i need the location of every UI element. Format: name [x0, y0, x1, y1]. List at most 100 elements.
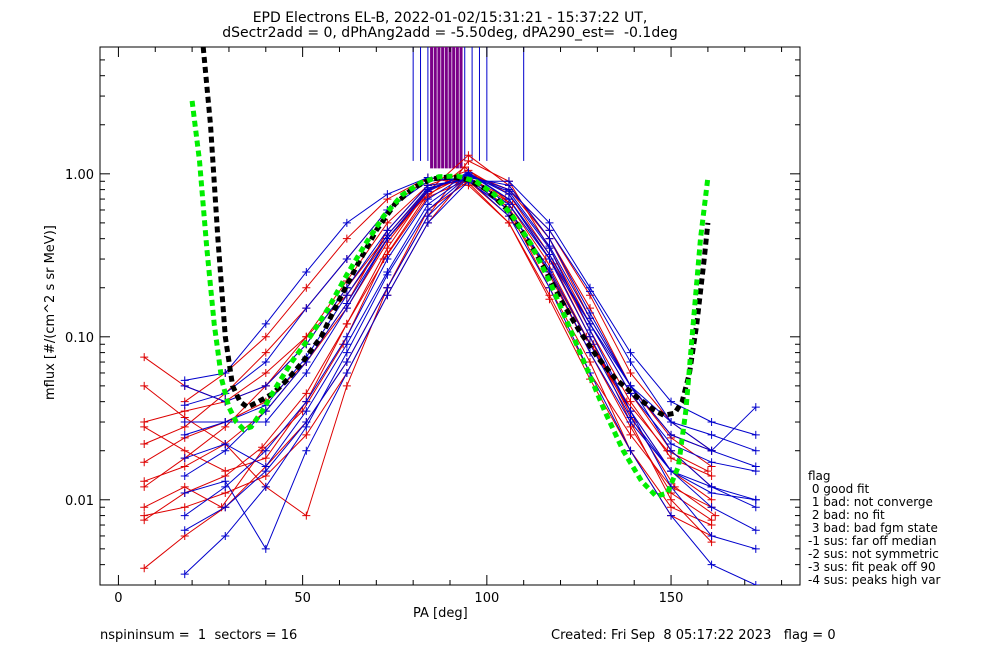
series-point [140, 477, 149, 486]
series-point [586, 358, 594, 367]
y-axis-label: mflux [#/(cm^2 s sr MeV)] [43, 225, 58, 400]
series-point [667, 467, 676, 476]
series-point [261, 454, 270, 463]
series-point [423, 183, 432, 192]
series-line [184, 176, 757, 531]
series-point [626, 397, 635, 406]
series-point [302, 389, 311, 398]
series-point [221, 439, 230, 448]
series-line [143, 176, 716, 521]
series-point [504, 218, 513, 227]
series-point [423, 205, 432, 214]
series-point [383, 190, 392, 199]
series-point [342, 255, 351, 264]
series-point [626, 358, 635, 367]
y-tick-label: 0.01 [65, 494, 94, 509]
series-point [180, 489, 189, 498]
legend-item: -3 sus: fit peak off 90 [808, 560, 936, 574]
series-point [221, 418, 230, 427]
x-tick-label: 50 [294, 591, 311, 606]
series-point [302, 446, 311, 455]
series-point [342, 381, 351, 390]
series-point [383, 270, 392, 279]
series-point [383, 291, 392, 300]
series-point [667, 439, 676, 448]
legend-item: 2 bad: no fit [808, 508, 885, 522]
series-point [221, 531, 230, 540]
chart-title-line-1: EPD Electrons EL-B, 2022-01-02/15:31:21 … [252, 10, 648, 26]
series-group [140, 151, 760, 585]
series-point [751, 526, 760, 535]
series-point [545, 218, 554, 227]
series-point [261, 544, 270, 553]
series-point [140, 564, 149, 573]
chart-title-line-2: dSectr2add = 0, dPhAng2add = -5.50deg, d… [222, 25, 678, 41]
series-point [180, 526, 189, 535]
series-point [383, 283, 392, 292]
series-point [342, 358, 351, 367]
series-point [667, 454, 676, 463]
series-point [180, 462, 189, 471]
series-point [504, 177, 513, 186]
y-tick-label: 1.00 [65, 168, 94, 183]
series-point [707, 560, 716, 569]
series-point [707, 489, 716, 498]
series-point [423, 218, 432, 227]
footer-left: nspininsum = 1 sectors = 16 [100, 628, 298, 643]
series-point [221, 503, 230, 512]
series-point [140, 511, 149, 520]
series-point [140, 353, 149, 362]
flag-legend: flag 0 good fit 1 bad: not converge 2 ba… [808, 470, 940, 587]
series-point [180, 418, 189, 427]
legend-item: -1 sus: far off median [808, 534, 937, 548]
series-point [261, 358, 270, 367]
series-point [667, 503, 676, 512]
series-point [302, 267, 311, 276]
series-line [184, 176, 756, 452]
series-point [180, 430, 189, 439]
fit-curve [189, 100, 711, 500]
series-point [707, 531, 716, 540]
series-point [545, 226, 554, 235]
series-point [261, 332, 270, 341]
series-point [626, 446, 635, 455]
series-point [140, 458, 149, 467]
series-line [184, 174, 756, 468]
series-point [302, 407, 311, 416]
series-point [302, 397, 311, 406]
series-point [707, 446, 716, 455]
series-point [261, 418, 270, 427]
legend-item: -2 sus: not symmetric [808, 547, 939, 561]
series-point [711, 511, 720, 520]
series-point [460, 163, 469, 172]
series-point [383, 218, 392, 227]
series-point [626, 348, 635, 357]
series-point [342, 299, 351, 308]
series-point [342, 319, 351, 328]
series-point [221, 446, 230, 455]
series-point [180, 446, 189, 455]
legend-title: flag [808, 469, 831, 483]
series-point [140, 422, 149, 431]
footer-right: Created: Fri Sep 8 05:17:22 2023 flag = … [551, 628, 836, 643]
series-point [261, 462, 270, 471]
series-point [667, 446, 676, 455]
series-point [667, 511, 676, 520]
x-tick-label: 0 [114, 591, 122, 606]
series-point [707, 471, 716, 480]
series-point [667, 430, 676, 439]
series-point [626, 368, 635, 377]
series-point [342, 348, 351, 357]
series-line [144, 176, 712, 508]
series-point [751, 544, 760, 553]
series-point [667, 418, 676, 427]
ticks-group: 0 50 100 150 0.01 0.10 1.00 [65, 46, 800, 606]
series-point [464, 151, 473, 160]
series-point [707, 495, 716, 504]
series-point [751, 446, 760, 455]
series-point [342, 291, 351, 300]
series-point [751, 430, 760, 439]
series-line [184, 180, 756, 550]
series-point [707, 418, 716, 427]
series-line [184, 171, 756, 477]
